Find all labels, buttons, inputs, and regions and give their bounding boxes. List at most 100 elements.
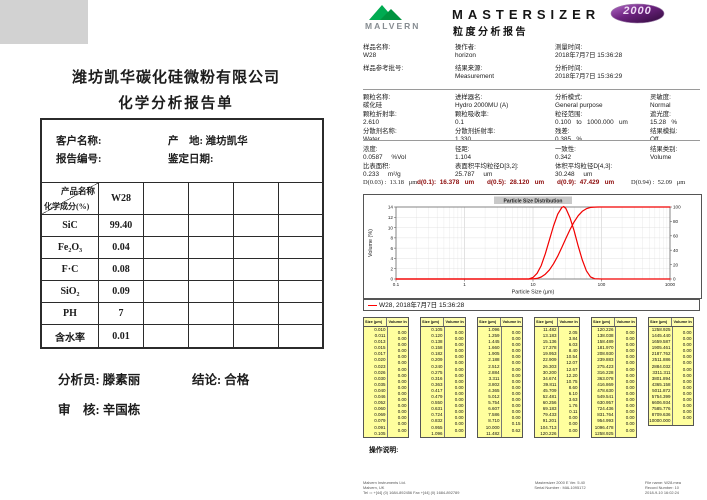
size-cell: 26.303 xyxy=(542,363,557,369)
svg-text:6: 6 xyxy=(390,246,393,251)
svg-text:8: 8 xyxy=(390,236,393,241)
volume-cell: 0.00 xyxy=(511,378,521,384)
size-table-column: Size (µm)Volume In %1258.9251445.4401659… xyxy=(648,317,694,426)
size-cell: 0.010 xyxy=(374,327,386,332)
volume-cell: 0.00 xyxy=(568,415,578,421)
volume-cell: 0.00 xyxy=(682,378,692,384)
size-table-header: Size (µm)Volume In % xyxy=(592,318,636,327)
component-cell: PH xyxy=(42,303,99,325)
volume-cell: 0.00 xyxy=(682,366,692,372)
volume-header: Volume In % xyxy=(388,319,408,324)
size-cell: 45.709 xyxy=(542,387,557,393)
field-label: 颗粒折射率: xyxy=(363,111,397,118)
size-cell: 91.201 xyxy=(542,418,557,424)
size-cell: 17.378 xyxy=(542,345,557,351)
volume-cell: 0.00 xyxy=(454,354,464,360)
volumes-column: 2.05 3.84 6.03 8.40 10.54 12.07 12.67 12.20 10.7… xyxy=(559,327,579,437)
volume-cell: 0.00 xyxy=(682,403,692,409)
volume-cell: 0.00 xyxy=(454,421,464,427)
size-cell: 138.038 xyxy=(597,333,614,339)
size-cell: 0.550 xyxy=(431,400,443,406)
empty-cell xyxy=(279,303,322,325)
size-cell: 416.869 xyxy=(597,381,614,387)
volume-cell: 0.00 xyxy=(397,336,407,342)
malvern-logo-text: MALVERN xyxy=(365,21,421,31)
field-label: 分析时间: xyxy=(555,65,583,72)
size-cell: 0.091 xyxy=(374,424,386,430)
customer-label: 客户名称: xyxy=(56,136,102,147)
empty-cell xyxy=(189,215,234,237)
size-header: Size (µm) xyxy=(421,318,445,326)
svg-text:40: 40 xyxy=(673,248,679,253)
volume-cell: 0.62 xyxy=(511,427,521,433)
size-cell: 831.764 xyxy=(597,412,614,418)
volume-cell: 0.00 xyxy=(511,330,521,335)
volume-cell: 0.00 xyxy=(682,390,692,396)
size-cell: 0.955 xyxy=(431,424,443,430)
empty-cell xyxy=(144,215,189,237)
analyst-name: 滕素丽 xyxy=(102,373,141,387)
empty-cell xyxy=(234,259,279,281)
empty-cell xyxy=(234,215,279,237)
size-cell: 0.316 xyxy=(431,375,443,381)
size-cell: 1258.925 xyxy=(594,430,614,436)
footer-right: File name: W28.mea Record Number: 10 2018-… xyxy=(645,480,681,495)
d-value: d(0.9): 47.429 um xyxy=(557,179,615,186)
empty-cell xyxy=(234,281,279,303)
field-label: 分析模式: xyxy=(555,94,583,101)
volume-cell: 0.00 xyxy=(511,390,521,396)
size-cell: 0.240 xyxy=(431,363,443,369)
size-cell: 0.275 xyxy=(431,369,443,375)
volume-cell: 0.00 xyxy=(511,360,521,366)
size-cell: 0.046 xyxy=(374,394,386,400)
field-label: 进样器名: xyxy=(455,94,483,101)
size-table-body: 1.096 1.259 1.445 1.660 1.905 2.188 2.512 2.884… xyxy=(478,327,522,437)
field-value: 碳化硅 xyxy=(363,102,383,109)
svg-text:Volume (%): Volume (%) xyxy=(368,229,374,257)
volume-cell: 10.54 xyxy=(566,354,578,360)
volume-cell: 6.10 xyxy=(568,390,578,396)
volume-cell: 0.00 xyxy=(625,342,635,348)
volume-cell: 12.67 xyxy=(566,366,578,372)
value-cell: 7 xyxy=(99,303,144,325)
volume-cell: 0.00 xyxy=(454,336,464,342)
empty-cell xyxy=(144,281,189,303)
empty-cell xyxy=(234,325,279,348)
volume-cell: 0.00 xyxy=(625,330,635,335)
volume-cell: 0.00 xyxy=(397,427,407,433)
field-value: 2018年7月7日 15:36:28 xyxy=(555,52,623,59)
footer-line: Tel := +[44] (0) 1684-892456 Fax +[44] (… xyxy=(363,490,460,495)
field-value: Off xyxy=(650,136,659,143)
empty-cell xyxy=(189,259,234,281)
volume-cell: 0.00 xyxy=(397,390,407,396)
size-cell: 181.970 xyxy=(597,345,614,351)
size-cell: 0.120 xyxy=(431,333,443,339)
size-cell: 3801.894 xyxy=(651,375,671,381)
field-label: 遮光度: xyxy=(650,111,671,118)
size-cell: 316.228 xyxy=(597,369,614,375)
volume-cell: 0.00 xyxy=(397,360,407,366)
volume-cell: 0.00 xyxy=(511,342,521,348)
size-cell: 0.105 xyxy=(374,430,386,436)
product-name: MASTERSIZER xyxy=(452,7,601,22)
size-cell: 0.026 xyxy=(374,369,386,375)
cumulative-curve xyxy=(395,206,671,280)
empty-cell xyxy=(279,281,322,303)
size-table-column: Size (µm)Volume In %0.1050.1200.1380.158… xyxy=(420,317,466,438)
company-name: 潍坊凯华碳化硅微粉有限公司 xyxy=(71,70,280,86)
size-cell: 5.754 xyxy=(488,400,500,406)
volume-cell: 0.00 xyxy=(511,336,521,342)
size-cell: 0.017 xyxy=(374,351,386,357)
psd-chart-svg: Particle Size Distribution02468101214020… xyxy=(368,196,681,296)
empty-cell xyxy=(144,303,189,325)
volume-header: Volume In % xyxy=(673,319,693,324)
empty-cell xyxy=(279,237,322,259)
corner-cell: 产品名称 化学成分(%) xyxy=(42,183,99,215)
volume-cell: 2.05 xyxy=(568,330,578,335)
volume-cell: 8.40 xyxy=(568,348,578,354)
volume-cell: 0.00 xyxy=(454,360,464,366)
component-cell: 含水率 xyxy=(42,325,99,348)
size-cell: 478.630 xyxy=(597,387,614,393)
size-cell: 2.884 xyxy=(488,369,500,375)
size-cell: 0.182 xyxy=(431,351,443,357)
